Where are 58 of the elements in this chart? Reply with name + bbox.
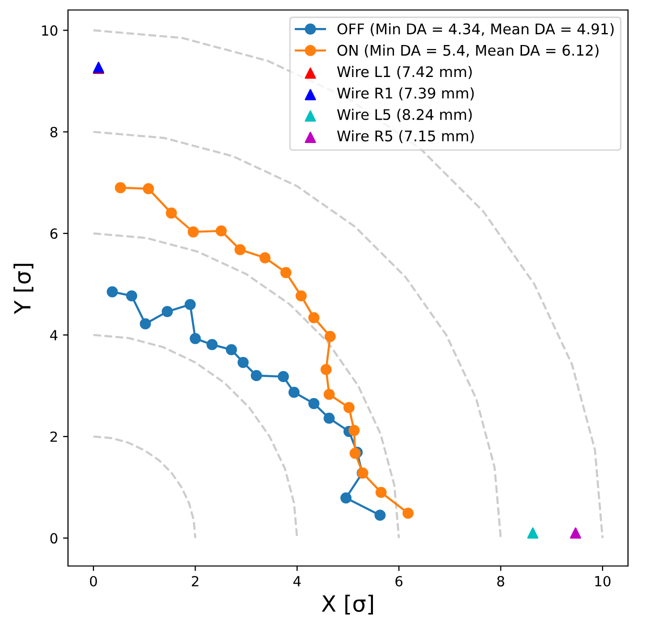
point (402, 508, 414, 519)
point (226, 344, 237, 356)
point (324, 412, 335, 424)
line-series (92, 130, 502, 540)
point (106, 286, 118, 298)
y-tick-label: 2 (50, 431, 57, 442)
point (296, 290, 307, 302)
x-tick-label: 10 (595, 576, 610, 586)
x-axis-title: X [σ] (322, 594, 373, 615)
point (308, 398, 320, 410)
point (348, 424, 360, 436)
point (308, 312, 320, 324)
legend-label: Wire L1 (7.42 mm) (337, 66, 472, 79)
point (324, 388, 335, 400)
point (320, 364, 332, 376)
y-tick-label: 6 (50, 228, 58, 239)
point (114, 182, 126, 194)
x-tick-label: 4 (293, 576, 301, 586)
point (374, 510, 386, 521)
y-tick-label: 4 (50, 330, 58, 340)
y-tick-label: 10 (42, 25, 58, 36)
point (278, 371, 289, 382)
point (206, 339, 218, 350)
point (250, 370, 262, 382)
point (140, 318, 151, 330)
point (324, 330, 336, 342)
legend-label: OFF (Min DA = 4.34, Mean DA = 4.91) (337, 23, 614, 36)
legend-label: Wire L5 (8.24 mm) (337, 108, 472, 122)
point (126, 290, 138, 302)
point (376, 486, 387, 498)
point (142, 183, 154, 194)
y-axis-title: Y [σ] (14, 264, 34, 314)
x-tick-label: 0 (90, 576, 97, 586)
point (343, 402, 355, 414)
legend-label: ON (Min DA = 5.4, Mean DA = 6.12) (337, 44, 598, 58)
point (340, 492, 352, 504)
point (166, 208, 177, 219)
x-tick-label: 8 (497, 576, 504, 586)
point (184, 298, 196, 310)
point (238, 356, 249, 368)
point (527, 527, 538, 539)
y-tick-label: 0 (50, 533, 58, 544)
point (259, 252, 271, 264)
x-tick-label: 2 (192, 576, 198, 586)
point (234, 244, 246, 256)
legend-label: Wire R1 (7.39 mm) (337, 87, 474, 100)
line-series (92, 232, 400, 540)
point (190, 332, 201, 344)
point (188, 226, 199, 238)
legend-label: Wire R5 (7.15 mm) (337, 130, 474, 144)
line-series (92, 435, 196, 540)
x-tick-label: 6 (395, 576, 402, 586)
point (216, 225, 227, 236)
point (162, 306, 173, 318)
point (570, 527, 582, 539)
point (280, 266, 292, 278)
y-tick-label: 8 (50, 126, 58, 138)
point (288, 386, 300, 398)
